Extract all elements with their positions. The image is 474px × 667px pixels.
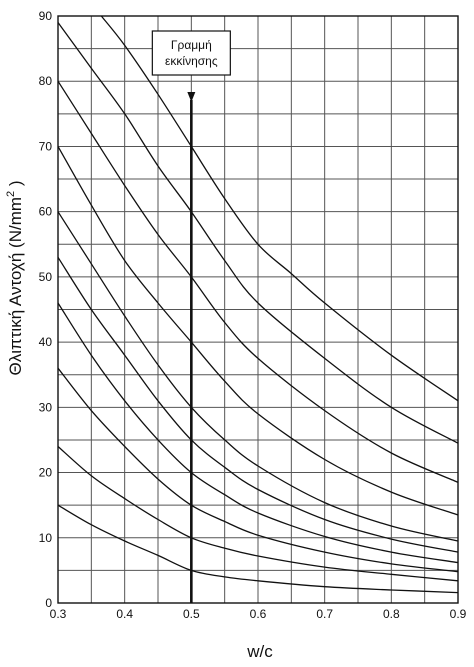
strength-curve-7 bbox=[57, 146, 459, 516]
y-tick-label: 40 bbox=[39, 335, 53, 349]
y-tick-label: 80 bbox=[39, 74, 53, 88]
tick-labels: 0.3 0.4 0.5 0.6 0.7 0.8 0.9 0 10 20 30 40 50 60 70 80 90 bbox=[39, 9, 467, 621]
x-tick-label: 0.6 bbox=[250, 607, 267, 621]
strength-curves bbox=[57, 15, 459, 594]
start-line-annotation: Γραμμή εκκίνησης bbox=[151, 30, 231, 603]
strength-curve-5 bbox=[57, 256, 459, 553]
x-tick-label: 0.7 bbox=[316, 607, 333, 621]
start-line-label-1: Γραμμή bbox=[171, 38, 212, 52]
y-tick-label: 20 bbox=[39, 466, 53, 480]
x-tick-label: 0.5 bbox=[183, 607, 200, 621]
strength-curve-3 bbox=[57, 367, 459, 573]
plot-frame bbox=[57, 15, 459, 604]
y-tick-label: 0 bbox=[45, 596, 52, 610]
y-tick-label: 70 bbox=[39, 139, 53, 153]
strength-curve-4 bbox=[57, 302, 459, 564]
start-line-arrow-icon bbox=[187, 92, 196, 102]
start-line-label-2: εκκίνησης bbox=[165, 54, 218, 68]
y-axis-title-close: ) bbox=[6, 180, 25, 190]
strength-curve-6 bbox=[57, 211, 459, 542]
x-tick-label: 0.3 bbox=[50, 607, 67, 621]
y-axis-title: Θλιπτική Αντοχή (N/mm2 ) bbox=[5, 180, 25, 375]
y-axis-title-superscript: 2 bbox=[5, 191, 17, 197]
x-tick-label: 0.8 bbox=[383, 607, 400, 621]
x-tick-label: 0.4 bbox=[116, 607, 133, 621]
y-axis-title-text: Θλιπτική Αντοχή (N/mm bbox=[6, 197, 25, 376]
x-tick-label: 0.9 bbox=[450, 607, 467, 621]
y-tick-label: 30 bbox=[39, 400, 53, 414]
x-axis-title: w/c bbox=[246, 642, 273, 661]
strength-curve-8 bbox=[57, 80, 459, 483]
strength-curve-1 bbox=[57, 504, 459, 594]
strength-curve-9 bbox=[57, 22, 459, 444]
y-tick-label: 50 bbox=[39, 270, 53, 284]
y-tick-label: 10 bbox=[39, 531, 53, 545]
strength-curve-2 bbox=[57, 446, 459, 582]
y-tick-label: 60 bbox=[39, 205, 53, 219]
y-tick-label: 90 bbox=[39, 9, 53, 23]
start-line-label-box bbox=[151, 30, 231, 76]
strength-curve-10 bbox=[100, 15, 459, 402]
